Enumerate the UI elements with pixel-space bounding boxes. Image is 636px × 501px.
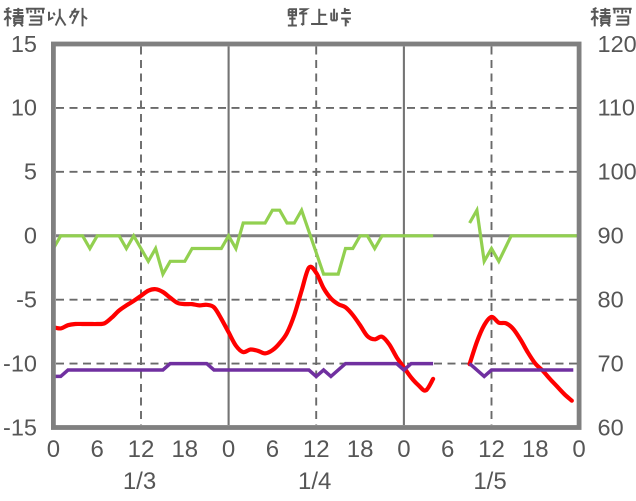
svg-text:120: 120 [598, 31, 636, 57]
svg-text:1/3: 1/3 [123, 468, 156, 495]
svg-text:10: 10 [11, 95, 37, 121]
svg-text:100: 100 [598, 159, 636, 185]
svg-text:12: 12 [128, 436, 155, 463]
svg-text:18: 18 [347, 436, 374, 463]
svg-text:6: 6 [266, 436, 279, 463]
svg-text:90: 90 [598, 223, 624, 249]
svg-text:80: 80 [598, 287, 624, 313]
svg-text:0: 0 [397, 436, 410, 463]
svg-text:0: 0 [222, 436, 235, 463]
svg-text:12: 12 [303, 436, 330, 463]
svg-text:6: 6 [441, 436, 454, 463]
svg-text:-15: -15 [3, 414, 37, 440]
svg-text:15: 15 [11, 31, 37, 57]
svg-text:0: 0 [572, 436, 585, 463]
svg-text:1/5: 1/5 [473, 468, 506, 495]
svg-text:18: 18 [171, 436, 198, 463]
svg-text:12: 12 [478, 436, 505, 463]
svg-text:1/4: 1/4 [298, 468, 331, 495]
svg-text:5: 5 [24, 159, 37, 185]
svg-text:0: 0 [24, 223, 37, 249]
svg-text:0: 0 [47, 436, 60, 463]
svg-text:6: 6 [91, 436, 104, 463]
svg-text:-10: -10 [3, 350, 37, 376]
svg-text:70: 70 [598, 350, 624, 376]
svg-text:110: 110 [598, 95, 635, 121]
svg-text:18: 18 [522, 436, 549, 463]
svg-text:60: 60 [598, 414, 624, 440]
svg-text:-5: -5 [16, 287, 37, 313]
